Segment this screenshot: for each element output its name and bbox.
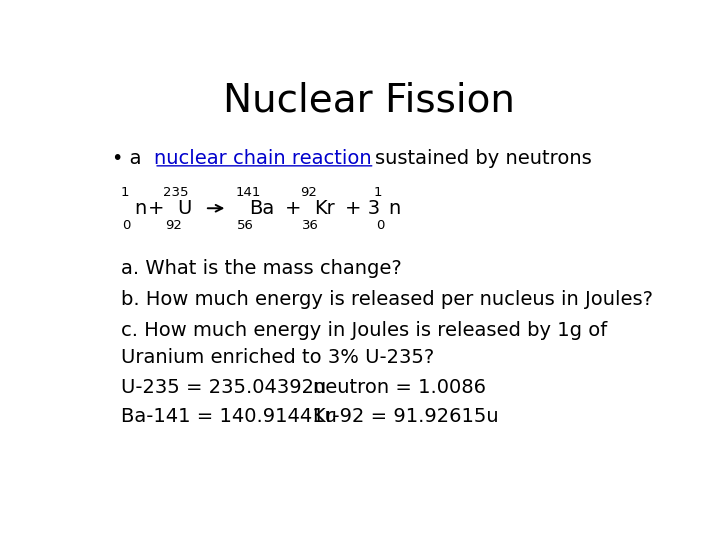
- Text: 92: 92: [300, 186, 318, 199]
- Text: Ba-141 = 140.91441u: Ba-141 = 140.91441u: [121, 407, 336, 426]
- Text: 1: 1: [374, 186, 382, 199]
- Text: sustained by neutrons: sustained by neutrons: [374, 149, 591, 168]
- Text: Uranium enriched to 3% U-235?: Uranium enriched to 3% U-235?: [121, 348, 434, 367]
- Text: n: n: [135, 199, 147, 218]
- Text: c. How much energy in Joules is released by 1g of: c. How much energy in Joules is released…: [121, 321, 607, 340]
- Text: 0: 0: [122, 219, 131, 232]
- Text: 56: 56: [238, 219, 254, 232]
- Text: +: +: [148, 199, 164, 218]
- Text: • a: • a: [112, 149, 148, 168]
- Text: +: +: [284, 199, 301, 218]
- Text: a. What is the mass change?: a. What is the mass change?: [121, 259, 402, 278]
- Text: Ba: Ba: [250, 199, 275, 218]
- Text: 235: 235: [163, 186, 189, 199]
- Text: U-235 = 235.04392u: U-235 = 235.04392u: [121, 377, 326, 396]
- Text: 141: 141: [235, 186, 261, 199]
- Text: 1: 1: [121, 186, 129, 199]
- Text: + 3: + 3: [345, 199, 380, 218]
- Text: Kr: Kr: [315, 199, 335, 218]
- Text: neutron = 1.0086: neutron = 1.0086: [313, 377, 486, 396]
- Text: b. How much energy is released per nucleus in Joules?: b. How much energy is released per nucle…: [121, 290, 653, 309]
- Text: n: n: [388, 199, 400, 218]
- Text: Kr-92 = 91.92615u: Kr-92 = 91.92615u: [313, 407, 499, 426]
- Text: 92: 92: [165, 219, 181, 232]
- Text: 0: 0: [376, 219, 384, 232]
- Text: nuclear chain reaction: nuclear chain reaction: [154, 149, 378, 168]
- Text: Nuclear Fission: Nuclear Fission: [223, 81, 515, 119]
- Text: U: U: [177, 199, 192, 218]
- Text: 36: 36: [302, 219, 319, 232]
